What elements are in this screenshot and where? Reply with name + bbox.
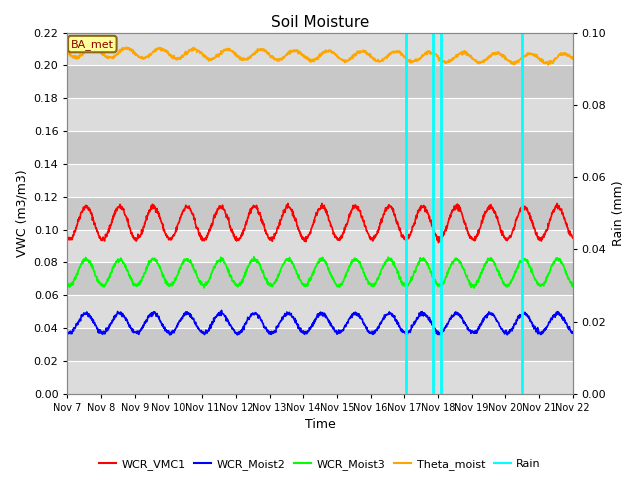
Text: BA_met: BA_met xyxy=(71,38,114,49)
Bar xyxy=(67,229,573,263)
Bar xyxy=(67,295,573,328)
Bar xyxy=(67,131,573,164)
Bar xyxy=(67,361,573,394)
Bar xyxy=(67,33,573,65)
Bar xyxy=(67,263,573,295)
Y-axis label: Rain (mm): Rain (mm) xyxy=(612,180,625,246)
Y-axis label: VWC (m3/m3): VWC (m3/m3) xyxy=(15,169,28,257)
Bar xyxy=(67,197,573,229)
Bar xyxy=(67,328,573,361)
Title: Soil Moisture: Soil Moisture xyxy=(271,15,369,30)
Bar xyxy=(67,98,573,131)
X-axis label: Time: Time xyxy=(305,419,335,432)
Legend: WCR_VMC1, WCR_Moist2, WCR_Moist3, Theta_moist, Rain: WCR_VMC1, WCR_Moist2, WCR_Moist3, Theta_… xyxy=(95,455,545,474)
Bar xyxy=(67,164,573,197)
Bar xyxy=(67,65,573,98)
